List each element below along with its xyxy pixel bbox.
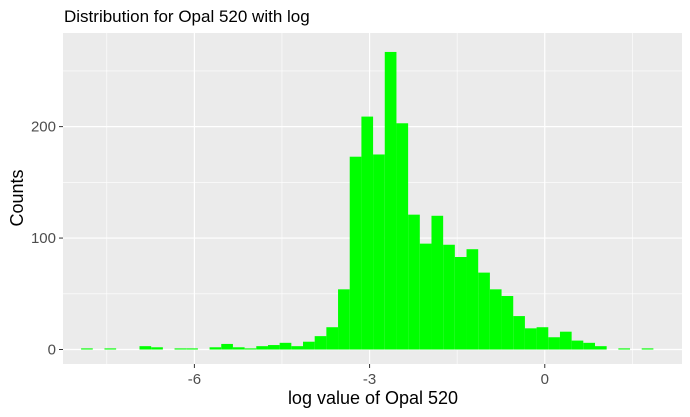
histogram-bars [81, 51, 654, 350]
histogram-bar [548, 337, 560, 350]
histogram-bar [466, 249, 479, 350]
axis-ticks: -6 -3 0 0 100 200 [31, 119, 549, 388]
x-axis-title: log value of Opal 520 [288, 388, 458, 408]
histogram-bar [501, 296, 514, 350]
histogram-bar [594, 346, 607, 350]
histogram-bar [571, 340, 584, 350]
histogram-bar [291, 346, 304, 350]
histogram-bar [338, 289, 350, 350]
histogram-bar [81, 348, 93, 350]
histogram-bar [349, 156, 362, 350]
x-tick-label: 0 [541, 371, 549, 388]
histogram-bar [326, 327, 339, 350]
histogram-bar [186, 348, 198, 350]
histogram-bar [443, 244, 455, 350]
histogram-bar [104, 348, 117, 350]
histogram-bar [524, 328, 537, 350]
y-tick-label: 0 [48, 342, 56, 359]
histogram-bar [303, 341, 315, 350]
histogram-bar [221, 343, 233, 350]
histogram-bar [583, 342, 595, 350]
histogram-bar [384, 51, 397, 350]
histogram-bar [408, 214, 420, 350]
histogram-bar [244, 348, 257, 350]
histogram-bar [361, 116, 374, 350]
histogram-bar [373, 154, 385, 350]
histogram-bar [641, 348, 654, 350]
histogram-bar [396, 123, 409, 350]
histogram-bar [232, 347, 245, 350]
histogram-bar [256, 346, 268, 350]
histogram-bar [618, 348, 631, 350]
histogram-bar [174, 348, 187, 350]
histogram-bar [513, 316, 525, 350]
y-tick-label: 100 [31, 230, 56, 247]
histogram-bar [279, 342, 292, 350]
histogram-bar [151, 347, 163, 350]
x-tick-label: -6 [188, 371, 201, 388]
x-tick-label: -3 [363, 371, 376, 388]
chart-title: Distribution for Opal 520 with log [64, 7, 310, 26]
histogram-bar [314, 336, 327, 350]
histogram-bar [419, 243, 432, 350]
histogram-bar [489, 289, 502, 350]
histogram-bar [431, 215, 444, 350]
y-tick-label: 200 [31, 119, 56, 136]
histogram-bar [559, 331, 572, 350]
histogram-bar [478, 272, 490, 350]
histogram-bar [267, 345, 280, 350]
histogram-bar [139, 346, 152, 350]
y-axis-title: Counts [7, 169, 27, 226]
histogram-bar [209, 347, 222, 350]
histogram-bar [536, 327, 549, 350]
histogram-bar [454, 257, 467, 350]
